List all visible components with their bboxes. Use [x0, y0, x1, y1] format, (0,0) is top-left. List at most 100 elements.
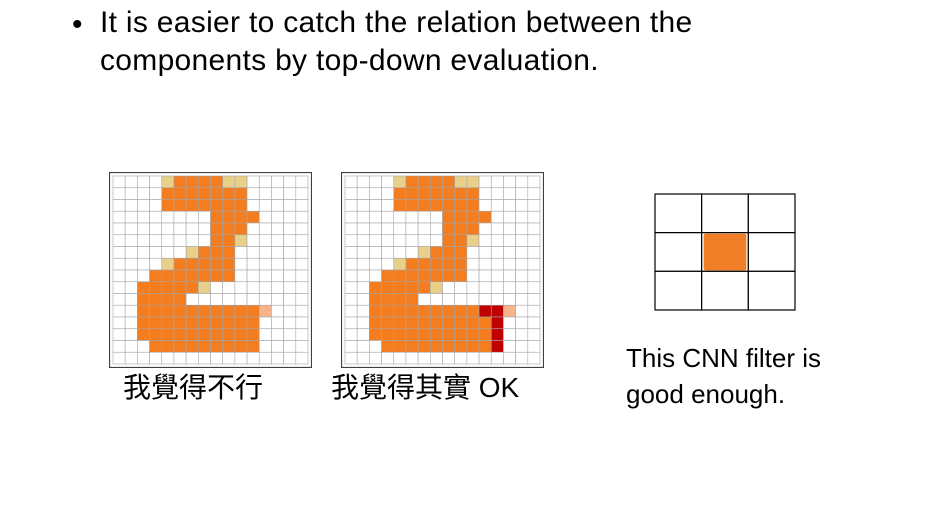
pixel-cell — [405, 351, 419, 365]
pixel-cell — [356, 187, 370, 200]
pixel-cell — [137, 316, 150, 330]
pixel-cell — [393, 316, 407, 330]
pixel-cell — [173, 269, 187, 283]
pixel-cell — [173, 340, 187, 353]
pixel-cell — [283, 269, 297, 283]
pixel-cell — [430, 351, 443, 365]
grid-caption-right: 我覺得其實 OK — [331, 372, 520, 403]
pixel-cell — [527, 234, 541, 247]
pixel-cell — [490, 175, 504, 189]
pixel-cell — [478, 210, 492, 224]
pixel-cell — [137, 293, 150, 306]
pixel-cell — [246, 316, 260, 330]
pixel-cell — [234, 222, 248, 236]
pixel-cell — [381, 293, 395, 306]
pixel-cell — [381, 328, 395, 341]
pixel-cell — [356, 351, 370, 365]
pixel-cell — [258, 281, 272, 294]
pixel-cell — [466, 351, 480, 365]
pixel-cell — [503, 340, 516, 353]
pixel-cell — [149, 269, 163, 283]
pixel-cell — [454, 222, 468, 236]
pixel-cell — [393, 222, 407, 236]
pixel-cell — [527, 257, 541, 271]
pixel-cell — [381, 281, 395, 294]
pixel-cell — [234, 281, 248, 294]
pixel-cell — [295, 293, 309, 306]
pixel-cell — [271, 210, 284, 224]
pixel-cell — [295, 222, 309, 236]
pixel-cell — [417, 351, 431, 365]
pixel-cell — [381, 187, 395, 200]
pixel-cell — [161, 304, 175, 318]
pixel-cell — [515, 304, 529, 318]
pixel-cell — [258, 316, 272, 330]
pixel-cell — [112, 257, 126, 271]
pixel-cell — [222, 340, 236, 353]
pixel-cell — [149, 304, 163, 318]
pixel-cell — [258, 175, 272, 189]
pixel-grid-right — [340, 171, 545, 373]
pixel-cell — [258, 210, 272, 224]
pixel-cell — [246, 293, 260, 306]
pixel-cell — [490, 234, 504, 247]
pixel-cell — [430, 304, 443, 318]
pixel-cell — [198, 222, 211, 236]
pixel-cell — [271, 199, 284, 212]
pixel-cell — [185, 269, 199, 283]
pixel-cell — [369, 175, 382, 189]
pixel-cell — [283, 234, 297, 247]
pixel-cell — [393, 293, 407, 306]
pixel-cell — [478, 246, 492, 259]
pixel-cell — [112, 293, 126, 306]
pixel-cell — [344, 293, 358, 306]
pixel-cell — [234, 175, 248, 189]
pixel-cell — [161, 269, 175, 283]
pixel-cell — [283, 328, 297, 341]
pixel-cell — [442, 246, 455, 259]
pixel-cell — [405, 281, 419, 294]
pixel-cell — [454, 175, 468, 189]
pixel-cell — [149, 187, 163, 200]
pixel-cell — [515, 328, 529, 341]
pixel-cell — [515, 175, 529, 189]
pixel-cell — [356, 281, 370, 294]
pixel-cell — [210, 222, 223, 236]
pixel-cell — [356, 304, 370, 318]
pixel-cell — [283, 351, 297, 365]
pixel-cell — [198, 257, 211, 271]
pixel-cell — [466, 304, 480, 318]
pixel-cell — [393, 246, 407, 259]
pixel-cell — [466, 316, 480, 330]
filter-grid-image — [654, 193, 796, 311]
pixel-cell — [503, 234, 516, 247]
pixel-cell — [369, 316, 382, 330]
pixel-cell — [198, 175, 211, 189]
pixel-cell — [295, 281, 309, 294]
pixel-cell — [295, 316, 309, 330]
pixel-cell — [478, 222, 492, 236]
pixel-cell — [258, 304, 272, 318]
pixel-cell — [246, 281, 260, 294]
pixel-cell — [503, 175, 516, 189]
pixel-cell — [515, 340, 529, 353]
pixel-cell — [356, 246, 370, 259]
pixel-cell — [454, 257, 468, 271]
pixel-cell — [222, 293, 236, 306]
pixel-cell — [454, 246, 468, 259]
pixel-cell — [503, 316, 516, 330]
pixel-cell — [466, 187, 480, 200]
pixel-cell — [185, 316, 199, 330]
bullet-marker: • — [72, 8, 83, 41]
pixel-cell — [503, 269, 516, 283]
pixel-cell — [454, 187, 468, 200]
pixel-cell — [417, 210, 431, 224]
pixel-cell — [271, 175, 284, 189]
pixel-cell — [222, 175, 236, 189]
pixel-cell — [295, 175, 309, 189]
pixel-cell — [161, 293, 175, 306]
pixel-cell — [344, 304, 358, 318]
pixel-cell — [527, 340, 541, 353]
pixel-cell — [527, 199, 541, 212]
pixel-cell — [442, 340, 455, 353]
